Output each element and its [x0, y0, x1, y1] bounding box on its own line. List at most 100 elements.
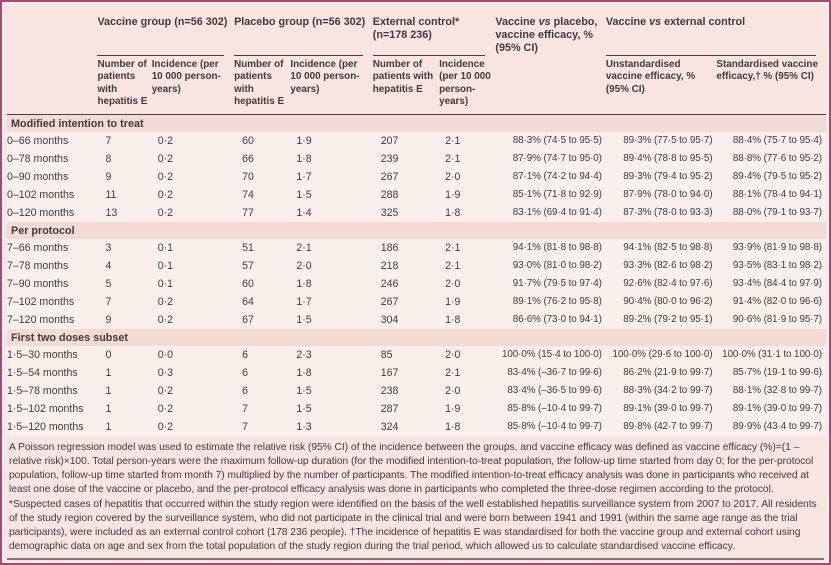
cell-vaccine-incidence: 0·2 [151, 167, 235, 186]
cell-placebo-incidence: 1·5 [290, 310, 373, 329]
cell-external-n: 218 [372, 256, 440, 275]
cell-efficacy-vs-placebo: 85·8% (–10·4 to 99·7) [495, 399, 606, 418]
cell-placebo-n: 77 [234, 203, 291, 222]
cell-placebo-incidence: 2·3 [290, 345, 373, 364]
cell-placebo-n: 67 [234, 310, 291, 329]
vaccine-efficacy-table: Vaccine group (n=56 302) Placebo group (… [7, 4, 826, 436]
cell-unstandardised-efficacy: 93·3% (82·6 to 98·2) [605, 256, 717, 275]
cell-vaccine-n: 9 [97, 167, 152, 186]
cell-external-n: 267 [372, 167, 440, 186]
table-row: 0–78 months 8 0·2 66 1·8 239 2·1 87·9% (… [7, 149, 826, 168]
table-row: 7–78 months 4 0·1 57 2·0 218 2·1 93·0% (… [7, 256, 826, 275]
cell-vaccine-incidence: 0·2 [151, 399, 235, 418]
cell-vaccine-n: 1 [97, 399, 152, 418]
table-row: 1·5–30 months 0 0·0 6 2·3 85 2·0 100·0% … [7, 345, 826, 364]
cell-external-n: 85 [372, 345, 440, 364]
cell-unstandardised-efficacy: 94·1% (82·5 to 98·8) [605, 238, 717, 257]
cell-placebo-n: 6 [234, 345, 291, 364]
cell-placebo-incidence: 1·5 [290, 185, 373, 204]
subheader-vaccine-incidence: Incidence (per 10 000 person-years) [151, 56, 235, 116]
cell-vaccine-incidence: 0·2 [151, 203, 235, 222]
cell-placebo-n: 70 [234, 167, 291, 186]
external-control-line2: (n=178 236) [372, 29, 432, 41]
cell-standardised-efficacy: 89·4% (79·5 to 95·2) [716, 167, 826, 186]
cell-placebo-incidence: 1·8 [290, 149, 373, 168]
cell-vaccine-n: 1 [97, 381, 152, 400]
empty-subheader [7, 56, 98, 116]
cell-external-n: 304 [372, 310, 440, 329]
cell-placebo-n: 66 [234, 149, 291, 168]
row-label: 1·5–54 months [7, 363, 98, 382]
cell-external-n: 267 [372, 292, 440, 311]
cell-external-n: 167 [372, 363, 440, 382]
cell-efficacy-vs-placebo: 89·1% (76·2 to 95·8) [495, 292, 606, 311]
cell-placebo-incidence: 1·8 [290, 274, 373, 293]
col-group-vaccine: Vaccine group (n=56 302) [97, 4, 235, 56]
col-group-vs-placebo: Vaccine vs placebo, vaccine efficacy, % … [495, 16, 598, 54]
cell-standardised-efficacy: 89·9% (43·4 to 99·7) [716, 417, 826, 436]
cell-vaccine-n: 1 [97, 363, 152, 382]
cell-external-incidence: 2·0 [439, 167, 496, 186]
subheader-placebo-incidence: Incidence (per 10 000 person-years) [290, 56, 373, 116]
cell-standardised-efficacy: 88·8% (77·6 to 95·2) [716, 149, 826, 168]
cell-vaccine-incidence: 0·2 [151, 381, 235, 400]
cell-external-incidence: 2·0 [439, 345, 496, 364]
cell-vaccine-n: 11 [97, 185, 152, 204]
row-label: 0–66 months [7, 131, 98, 150]
cell-external-incidence: 2·1 [439, 256, 496, 275]
sub-header-row: Number of patients with hepatitis E Inci… [7, 56, 826, 116]
cell-efficacy-vs-placebo: 88·3% (74·5 to 95·5) [495, 131, 606, 150]
cell-unstandardised-efficacy: 89·2% (79·2 to 95·1) [605, 310, 717, 329]
cell-vaccine-incidence: 0·1 [151, 256, 235, 275]
cell-standardised-efficacy: 93·9% (81·9 to 98·8) [716, 238, 826, 257]
cell-efficacy-vs-placebo: 83·1% (69·4 to 91·4) [495, 203, 606, 222]
section-title: First two doses subset [7, 328, 826, 346]
cell-efficacy-vs-placebo: 85·1% (71·8 to 92·9) [495, 185, 606, 204]
cell-standardised-efficacy: 88·1% (32·8 to 99·7) [716, 381, 826, 400]
cell-efficacy-vs-placebo: 83·4% (–36·7 to 99·6) [495, 363, 606, 382]
cell-placebo-n: 60 [234, 274, 291, 293]
cell-external-incidence: 1·9 [439, 292, 496, 311]
cell-external-incidence: 2·0 [439, 274, 496, 293]
cell-placebo-n: 51 [234, 238, 291, 257]
cell-vaccine-n: 7 [97, 131, 152, 150]
cell-external-n: 324 [372, 417, 440, 436]
row-label: 0–102 months [7, 185, 98, 204]
section-header-row: Modified intention to treat [7, 114, 826, 132]
cell-standardised-efficacy: 85·7% (19·1 to 99·6) [716, 363, 826, 382]
cell-vaccine-incidence: 0·2 [151, 149, 235, 168]
section-title: Modified intention to treat [7, 114, 826, 132]
row-label: 7–120 months [7, 310, 98, 329]
row-label: 7–78 months [7, 256, 98, 275]
table-footnote: A Poisson regression model was used to e… [9, 441, 817, 553]
cell-external-n: 238 [372, 381, 440, 400]
cell-vaccine-n: 4 [97, 256, 152, 275]
cell-placebo-incidence: 2·0 [290, 256, 373, 275]
cell-efficacy-vs-placebo: 87·9% (74·7 to 95·0) [495, 149, 606, 168]
cell-placebo-n: 7 [234, 399, 291, 418]
cell-placebo-incidence: 1·5 [290, 381, 373, 400]
col-group-external: External control* (n=178 236) [372, 4, 496, 56]
cell-standardised-efficacy: 88·1% (78·4 to 94·1) [716, 185, 826, 204]
cell-external-incidence: 2·1 [439, 363, 496, 382]
cell-efficacy-vs-placebo: 100·0% (15·4 to 100·0) [495, 345, 606, 364]
cell-vaccine-n: 0 [97, 345, 152, 364]
cell-vaccine-incidence: 0·3 [151, 363, 235, 382]
col-group-placebo: Placebo group (n=56 302) [234, 4, 373, 56]
section-header-row: First two doses subset [7, 328, 826, 346]
cell-efficacy-vs-placebo: 91·7% (79·5 to 97·4) [495, 274, 606, 293]
cell-efficacy-vs-placebo: 87·1% (74·2 to 94·4) [495, 167, 606, 186]
cell-unstandardised-efficacy: 90·4% (80·0 to 96·2) [605, 292, 717, 311]
section-title: Per protocol [7, 221, 826, 239]
cell-external-incidence: 1·8 [439, 417, 496, 436]
cell-unstandardised-efficacy: 87·3% (78·0 to 93·3) [605, 203, 717, 222]
cell-placebo-n: 7 [234, 417, 291, 436]
cell-unstandardised-efficacy: 89·3% (77·5 to 95·7) [605, 131, 717, 150]
cell-external-incidence: 2·1 [439, 149, 496, 168]
cell-placebo-n: 57 [234, 256, 291, 275]
cell-placebo-n: 74 [234, 185, 291, 204]
cell-standardised-efficacy: 88·4% (75·7 to 95·4) [716, 131, 826, 150]
cell-placebo-incidence: 1·3 [290, 417, 373, 436]
subheader-external-incidence: Incidence (per 10 000 person-years) [439, 56, 496, 116]
